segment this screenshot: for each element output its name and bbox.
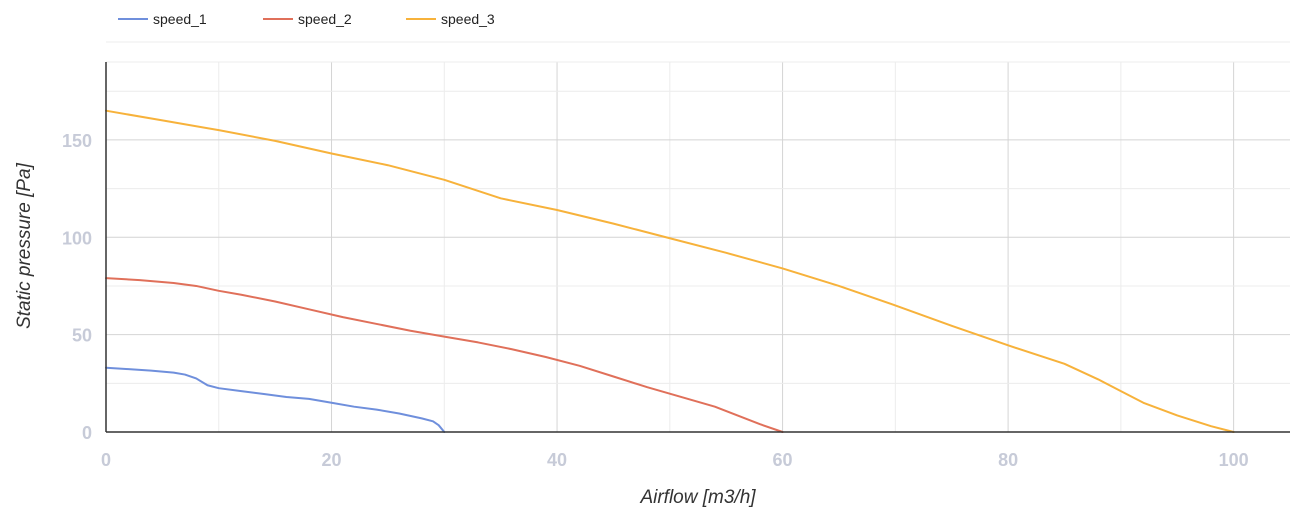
tick-labels: 0 20 40 60 80 100 0 50 100 150 (62, 131, 1249, 470)
legend-label-speed_3: speed_3 (441, 11, 495, 27)
legend: speed_1 speed_2 speed_3 (118, 11, 495, 27)
series-line-speed_3 (105, 109, 1235, 433)
series-lines (105, 109, 1235, 433)
x-tick-label: 60 (773, 450, 793, 470)
y-tick-label: 150 (62, 131, 92, 151)
x-tick-label: 100 (1219, 450, 1249, 470)
x-tick-label: 40 (547, 450, 567, 470)
x-tick-label: 20 (322, 450, 342, 470)
series-line-speed_2 (105, 277, 784, 433)
legend-label-speed_1: speed_1 (153, 11, 207, 27)
y-tick-label: 100 (62, 228, 92, 248)
x-axis-title: Airflow [m3/h] (639, 487, 756, 508)
series-line-speed_1 (105, 366, 446, 433)
legend-label-speed_2: speed_2 (298, 11, 352, 27)
axes (105, 62, 1290, 433)
x-tick-label: 0 (101, 450, 111, 470)
x-tick-label: 80 (998, 450, 1018, 470)
y-tick-label: 0 (82, 423, 92, 443)
grid (106, 61, 1290, 432)
y-axis-title: Static pressure [Pa] (14, 162, 35, 329)
y-tick-label: 50 (72, 326, 92, 346)
